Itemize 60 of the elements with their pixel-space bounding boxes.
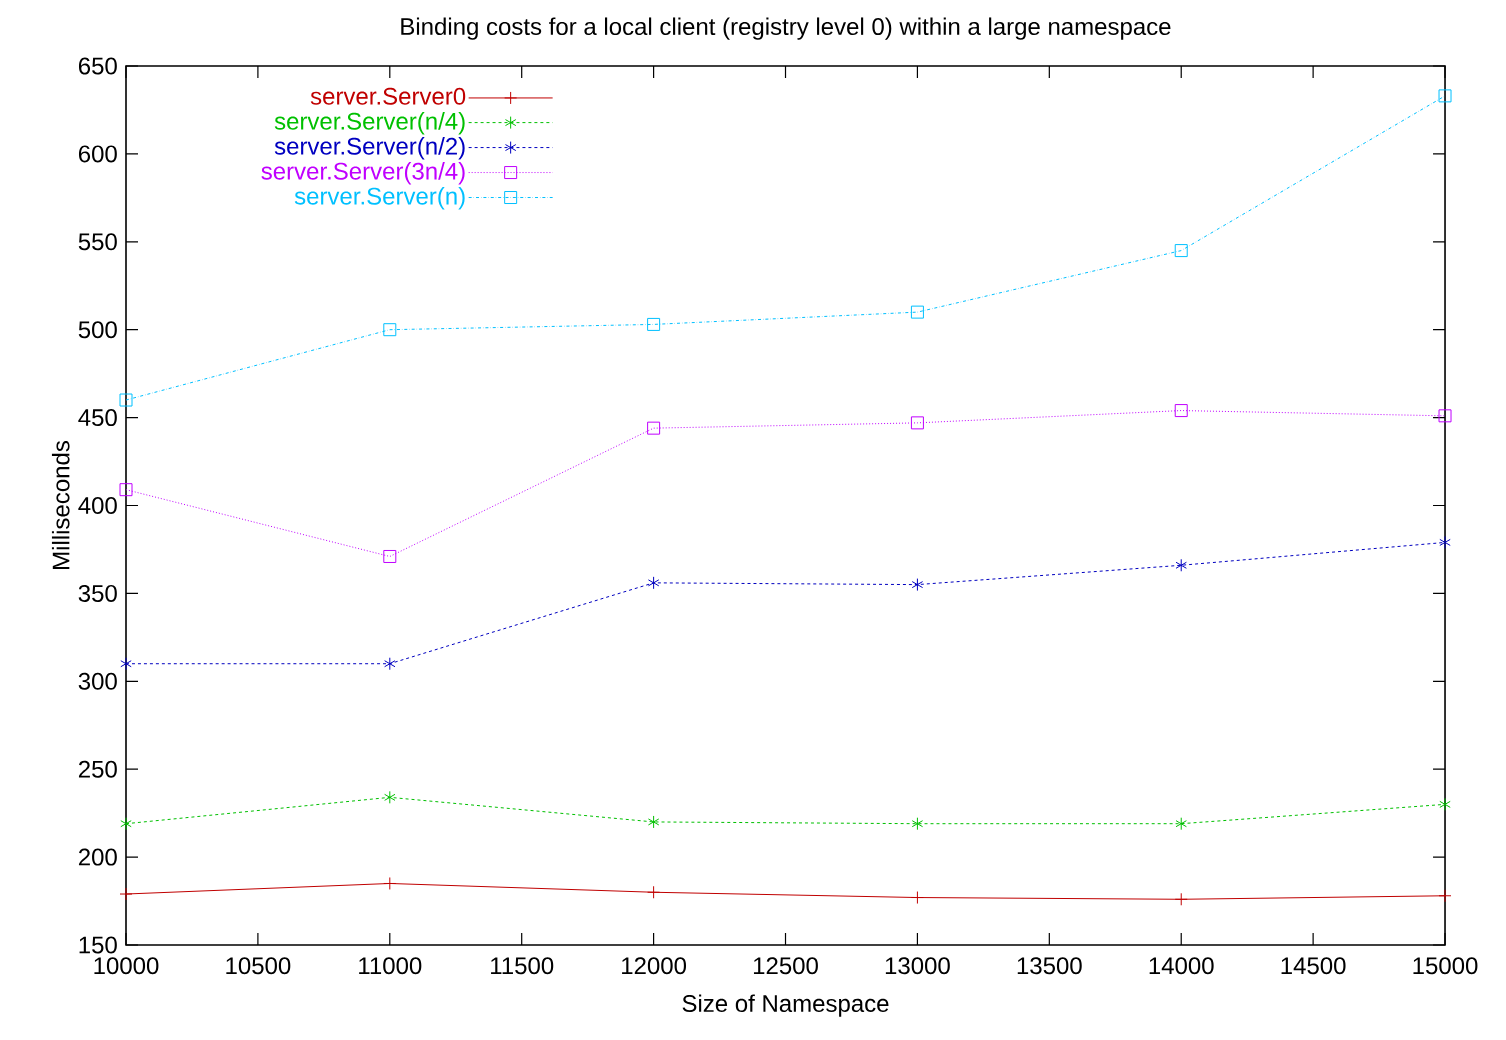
y-axis-title: Milliseconds <box>51 441 70 569</box>
x-tick-label: 12500 <box>753 957 818 975</box>
point <box>383 549 397 563</box>
y-tick-label: 200 <box>78 848 117 866</box>
point <box>911 817 924 831</box>
x-tick-label: 14500 <box>1281 957 1346 975</box>
point <box>910 891 924 905</box>
y-tick-label: 500 <box>78 321 117 339</box>
point <box>1438 889 1452 903</box>
point <box>120 657 132 671</box>
x-axis-title: Size of Namespace <box>682 994 889 1017</box>
legend-label: server.Server(n/2) <box>274 137 465 160</box>
point <box>647 317 661 331</box>
y-tick-label: 350 <box>78 584 117 602</box>
point <box>647 885 661 899</box>
legend-label: server.Server0 <box>310 87 466 105</box>
x-tick-label: 11500 <box>491 957 554 975</box>
x-tick-label: 13000 <box>885 957 950 975</box>
x-tick-label: 10000 <box>94 957 159 975</box>
point <box>1174 244 1188 258</box>
point <box>647 421 661 435</box>
point <box>119 483 133 497</box>
point <box>1438 89 1452 103</box>
point <box>647 576 660 590</box>
x-tick-label: 12000 <box>622 957 687 975</box>
point <box>384 657 396 671</box>
legend-label: server.Server(3n/4) <box>261 162 465 185</box>
point <box>383 876 397 890</box>
y-tick-label: 400 <box>78 496 117 514</box>
y-tick-label: 650 <box>78 57 117 75</box>
point <box>910 305 924 319</box>
point <box>910 416 924 430</box>
legend-label: server.Server(n) <box>294 187 465 210</box>
point <box>384 790 396 804</box>
point <box>1175 817 1187 831</box>
point <box>1438 409 1452 423</box>
point <box>1175 558 1187 572</box>
legend-label: server.Server(n/4) <box>274 112 465 135</box>
x-tick-label: 13500 <box>1017 957 1082 975</box>
point <box>647 815 660 829</box>
point <box>1174 892 1188 906</box>
point <box>119 393 133 407</box>
point <box>120 817 132 831</box>
y-tick-label: 250 <box>78 760 117 778</box>
point <box>1439 797 1451 811</box>
x-tick-label: 11000 <box>359 957 422 975</box>
y-tick-label: 550 <box>78 233 117 251</box>
y-tick-label: 300 <box>78 672 117 690</box>
point <box>383 323 397 337</box>
chart-title: Binding costs for a local client (registry level 0) within a large namespace <box>401 17 1171 40</box>
x-tick-label: 15000 <box>1413 957 1478 975</box>
point <box>1174 404 1188 418</box>
x-tick-label: 14000 <box>1149 957 1214 975</box>
point <box>911 578 924 592</box>
y-tick-label: 150 <box>79 936 117 954</box>
y-tick-label: 600 <box>78 145 117 163</box>
point <box>119 887 133 901</box>
x-tick-label: 10500 <box>226 957 291 975</box>
point <box>1439 535 1451 549</box>
y-tick-label: 450 <box>78 409 117 427</box>
